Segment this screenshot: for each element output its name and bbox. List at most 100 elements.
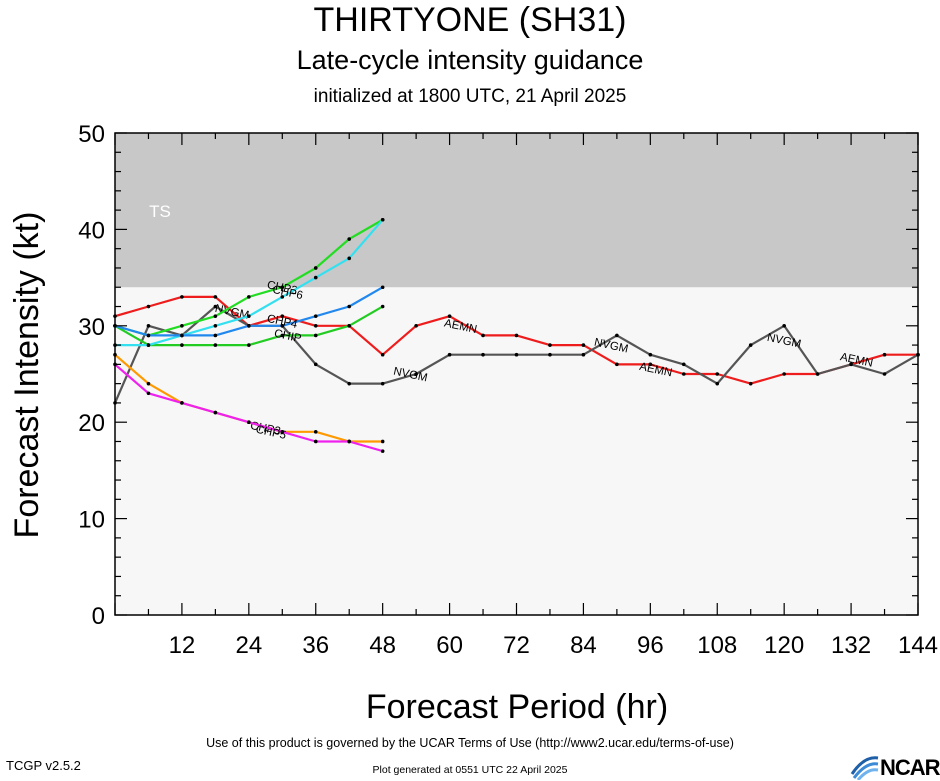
data-point [313, 266, 318, 270]
plot-generated-time: Plot generated at 0551 UTC 22 April 2025 [372, 764, 568, 776]
plot-frame: 0 10 20 30 40 50 12 24 36 48 60 72 84 96 108 120 132 144 [78, 121, 938, 659]
x-tick-label: 132 [831, 632, 871, 659]
data-point [247, 420, 251, 425]
data-point [347, 256, 352, 261]
data-point [313, 275, 318, 280]
data-point [247, 343, 251, 347]
data-point [280, 314, 285, 318]
data-point [815, 372, 820, 376]
data-point [514, 333, 519, 338]
data-point [748, 343, 753, 347]
data-point [380, 304, 385, 309]
data-point [213, 324, 218, 328]
data-point [347, 439, 352, 444]
data-point [180, 295, 184, 299]
data-point [715, 372, 720, 376]
x-tick-label: 96 [637, 632, 664, 659]
data-point [280, 324, 285, 328]
data-point [180, 333, 184, 338]
data-point [180, 324, 184, 328]
data-point [247, 295, 251, 299]
data-point [347, 237, 352, 241]
data-point [213, 410, 218, 415]
data-point [380, 217, 385, 222]
data-point [548, 343, 552, 347]
data-point [280, 285, 285, 290]
data-point [347, 324, 352, 328]
data-point [247, 314, 251, 318]
data-point [213, 333, 218, 338]
y-axis-label: Forecast Intensity (kt) [8, 212, 46, 539]
data-point [180, 401, 184, 405]
data-point [581, 352, 586, 357]
data-point [681, 372, 686, 376]
y-tick-label: 0 [92, 603, 105, 630]
data-point [648, 362, 653, 367]
series-chip: CHIP [113, 304, 385, 347]
band-label-ts: TS [149, 202, 171, 221]
data-point [280, 295, 285, 299]
data-point [380, 381, 385, 386]
data-point [213, 304, 218, 309]
x-tick-label: 120 [764, 632, 804, 659]
data-point [849, 362, 853, 367]
x-tick-label: 72 [503, 632, 530, 659]
data-point [414, 372, 418, 376]
y-tick-label: 10 [78, 507, 105, 534]
data-point [548, 352, 552, 357]
data-point [313, 439, 318, 444]
data-point [447, 314, 452, 318]
chart-initialized-time: initialized at 1800 UTC, 21 April 2025 [313, 86, 627, 107]
data-point [313, 333, 318, 338]
data-point [380, 449, 385, 453]
data-point [146, 343, 151, 347]
ncar-logo: NCAR [850, 752, 940, 780]
data-point [146, 381, 151, 386]
x-tick-label: 144 [898, 632, 938, 659]
x-tick-label: 36 [302, 632, 329, 659]
data-point [146, 304, 151, 309]
data-point [280, 430, 285, 434]
data-point [514, 352, 519, 357]
data-point [380, 439, 385, 444]
x-tick-label: 108 [697, 632, 737, 659]
data-point [313, 430, 318, 434]
series-chp4: CHP4 [113, 285, 385, 338]
y-tick-label: 40 [78, 217, 105, 244]
band-ts [115, 133, 918, 288]
data-point [347, 381, 352, 386]
data-point [414, 324, 418, 328]
data-point [213, 343, 218, 347]
data-point [247, 324, 251, 328]
data-point [648, 352, 653, 357]
data-point [715, 381, 720, 386]
data-point [481, 352, 485, 357]
x-axis-label: Forecast Period (hr) [366, 688, 668, 726]
data-point [447, 352, 452, 357]
data-point [313, 324, 318, 328]
data-point [782, 324, 786, 328]
software-version: TCGP v2.5.2 [6, 758, 81, 773]
data-point [146, 324, 151, 328]
data-point [615, 333, 619, 338]
ts-band: TS [115, 133, 918, 288]
series-label-chip: CHIP [273, 328, 303, 346]
x-tick-label: 84 [570, 632, 597, 659]
data-point [615, 362, 619, 367]
data-point [146, 391, 151, 396]
y-tick-label: 50 [78, 121, 105, 148]
ncar-logo-text: NCAR [880, 755, 940, 780]
data-point [347, 304, 352, 309]
data-point [380, 352, 385, 357]
terms-of-use-notice: Use of this product is governed by the U… [206, 736, 734, 750]
data-point [213, 314, 218, 318]
x-tick-label: 60 [436, 632, 463, 659]
data-point [313, 362, 318, 367]
data-point [882, 372, 887, 376]
data-point [280, 333, 285, 338]
chart-subtitle: Late-cycle intensity guidance [296, 45, 644, 75]
data-point [481, 333, 485, 338]
data-point [313, 314, 318, 318]
